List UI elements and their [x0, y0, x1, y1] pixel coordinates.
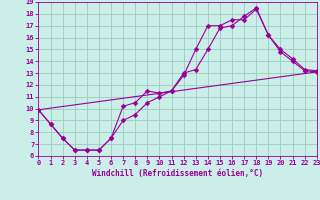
- X-axis label: Windchill (Refroidissement éolien,°C): Windchill (Refroidissement éolien,°C): [92, 169, 263, 178]
